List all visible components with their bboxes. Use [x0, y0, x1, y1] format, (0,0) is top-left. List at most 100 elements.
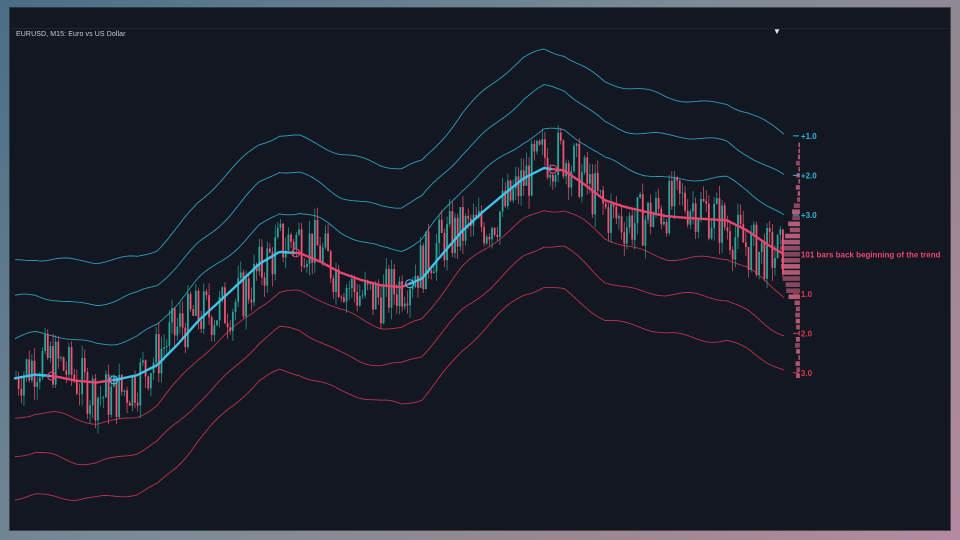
candle-body [239, 272, 242, 279]
candle-body [181, 313, 184, 328]
candle-body [86, 372, 89, 414]
candle-body [660, 208, 663, 225]
volume-profile-bar [795, 312, 800, 318]
candle-body [155, 334, 158, 363]
candle-body [134, 376, 136, 403]
volume-profile [780, 142, 800, 379]
candle-body [734, 237, 737, 260]
candle-body [395, 294, 398, 306]
candle-body [168, 322, 171, 346]
candle-body [565, 163, 567, 177]
candle-body [65, 370, 68, 375]
band-label: 2.0 [801, 329, 813, 338]
volume-profile-bar [782, 276, 800, 281]
candle-body [591, 173, 594, 215]
candle-body [189, 293, 192, 310]
candle-body [641, 194, 644, 246]
candle-body [438, 219, 441, 244]
volume-profile-bar [795, 306, 800, 312]
candle-body [179, 313, 181, 327]
candle-body [501, 190, 504, 212]
candle-body [448, 211, 451, 225]
candle-body [755, 224, 758, 275]
candle-body [715, 198, 718, 204]
candle-body [562, 140, 565, 177]
candle-body [520, 170, 523, 197]
volume-profile-bar [795, 343, 800, 348]
candle-body [581, 172, 583, 197]
candle-body [697, 219, 700, 232]
candle-body [258, 246, 261, 272]
candle-body [247, 278, 250, 300]
band-label: 3.0 [801, 369, 813, 378]
candle-body [208, 295, 210, 318]
volume-profile-bar [780, 245, 800, 251]
candle-body [30, 360, 33, 381]
candle-body [491, 228, 493, 240]
candle-body [729, 231, 731, 251]
candle-body [107, 374, 110, 415]
volume-profile-bar [783, 270, 800, 275]
candle-body [599, 190, 602, 192]
candle-body [506, 180, 509, 207]
volume-profile-bar [789, 227, 800, 233]
candle-body [385, 268, 388, 285]
candle-body [779, 229, 782, 235]
midline-up-segment [112, 250, 296, 382]
candle-body [105, 374, 107, 398]
candle-body [171, 308, 173, 323]
candle-body [216, 320, 218, 326]
candle-body [768, 228, 771, 233]
candle-body [197, 290, 200, 321]
candle-body [771, 232, 774, 268]
candle-body [321, 247, 324, 263]
lower-band-1 [14, 210, 785, 425]
candle-body [332, 278, 335, 293]
band-label: 1.0 [801, 290, 813, 299]
lower-band-2 [14, 245, 785, 466]
candle-body [440, 219, 443, 233]
upper-band-2 [14, 84, 785, 306]
candle-body [377, 285, 380, 298]
candle-body [575, 143, 578, 146]
candle-body [284, 250, 287, 258]
candle-body [372, 283, 374, 310]
candle-body [451, 211, 454, 254]
candle-body [194, 290, 197, 316]
candle-body [398, 281, 401, 306]
candle-body [604, 203, 607, 208]
candle-body [200, 320, 203, 329]
volume-profile-bar [798, 148, 800, 154]
candle-body [403, 303, 406, 307]
candle-body [692, 203, 694, 212]
candle-body [313, 219, 316, 263]
candle-body [311, 233, 314, 263]
candle-body [393, 269, 396, 295]
candle-body [456, 217, 459, 247]
trend-change-marker [548, 164, 558, 174]
candle-body [327, 233, 329, 252]
candle-body [102, 397, 105, 399]
candle-body [618, 216, 620, 219]
volume-profile-bar [795, 361, 800, 366]
candle-body [221, 287, 224, 298]
candle-body [776, 234, 779, 259]
candle-body [443, 232, 446, 261]
candle-body [163, 347, 166, 349]
candle-body [549, 174, 552, 178]
volume-profile-bar [795, 185, 800, 190]
volume-profile-bar [797, 191, 800, 196]
candle-body [17, 377, 20, 389]
candle-body [28, 359, 31, 381]
candle-body [459, 207, 462, 247]
candle-body [512, 188, 515, 201]
candle-body [279, 223, 282, 228]
candlesticks [15, 125, 784, 434]
candle-body [300, 229, 303, 267]
candle-body [123, 390, 126, 392]
candle-body [136, 402, 139, 406]
volume-profile-bar [793, 203, 800, 208]
candle-body [678, 180, 681, 194]
chevron-down-icon[interactable]: ▼ [773, 27, 781, 36]
candle-body [353, 278, 356, 293]
